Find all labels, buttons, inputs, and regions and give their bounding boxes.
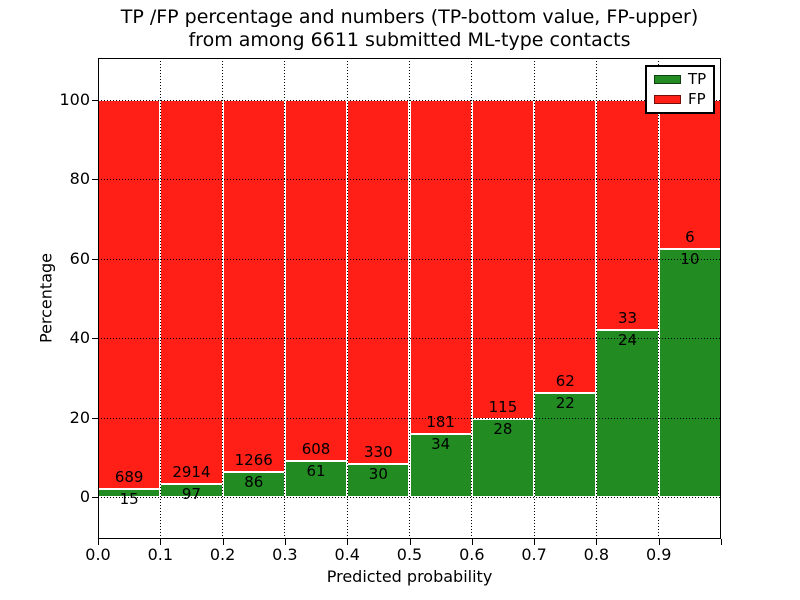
tp-bar-segment: [347, 463, 410, 497]
chart-title-line2: from among 6611 submitted ML-type contac…: [188, 29, 631, 51]
x-tick-label: 0.5: [396, 545, 423, 564]
x-tick-mark: [471, 539, 473, 545]
x-tick-label: 0.1: [147, 545, 174, 564]
fp-bar-segment: [658, 100, 721, 249]
tp-count-label: 10: [680, 249, 700, 268]
x-axis-label: Predicted probability: [326, 567, 493, 586]
tp-count-label: 28: [493, 420, 513, 439]
x-tick-mark: [721, 539, 722, 545]
fp-count-label: 330: [364, 442, 393, 461]
tp-count-label: 97: [181, 485, 201, 504]
fp-count-label: 2914: [172, 463, 211, 482]
tp-count-label: 24: [617, 330, 638, 349]
fp-count-label: 62: [555, 372, 575, 391]
tp-bar-segment: [284, 460, 348, 497]
fp-count-label: 115: [488, 398, 518, 417]
fp-bar-segment: [534, 100, 597, 394]
fp-count-label: 6: [685, 227, 695, 246]
legend-label: TP: [688, 70, 707, 88]
legend-swatch-fp: [654, 95, 681, 104]
vertical-gridline: [595, 58, 597, 539]
tp-count-label: 30: [368, 464, 388, 483]
vertical-gridline: [658, 58, 660, 539]
y-tick-mark: [92, 497, 98, 498]
fp-bar-segment: [98, 100, 161, 489]
y-tick-mark: [92, 179, 98, 181]
x-tick-mark: [222, 539, 224, 545]
y-tick-mark: [92, 258, 98, 260]
tp-count-label: 34: [431, 435, 451, 454]
x-tick-mark: [534, 539, 536, 545]
tp-count-label: 22: [555, 394, 575, 413]
horizontal-gridline: [98, 179, 721, 181]
y-tick-mark: [92, 338, 98, 340]
vertical-gridline: [409, 58, 410, 539]
x-tick-label: 0.0: [85, 545, 111, 564]
vertical-gridline: [284, 58, 286, 539]
legend-item-fp: FP: [654, 92, 706, 107]
y-tick-mark: [92, 100, 98, 101]
legend-label: FP: [688, 90, 706, 108]
y-tick-label: 0: [79, 487, 90, 506]
legend: TP FP: [645, 65, 715, 114]
x-tick-label: 0.2: [209, 545, 236, 564]
fp-count-label: 608: [301, 439, 331, 458]
y-tick-label: 40: [69, 328, 90, 348]
x-tick-mark: [160, 539, 162, 545]
horizontal-gridline: [98, 497, 721, 498]
horizontal-gridline: [98, 417, 721, 419]
vertical-gridline: [222, 58, 224, 539]
x-tick-label: 0.7: [521, 545, 547, 564]
legend-swatch-tp: [654, 75, 681, 84]
vertical-gridline: [159, 58, 161, 539]
y-tick-mark: [92, 417, 98, 419]
y-tick-label: 100: [59, 90, 90, 109]
y-tick-label: 20: [69, 407, 90, 427]
tp-count-label: 86: [244, 472, 264, 491]
horizontal-gridline: [98, 338, 721, 340]
x-tick-label: 0.9: [645, 545, 672, 564]
fp-bar-segment: [596, 100, 659, 330]
tp-bar-segment: [222, 471, 285, 497]
x-tick-mark: [98, 539, 99, 545]
x-tick-label: 0.6: [459, 545, 485, 564]
fp-count-label: 33: [617, 308, 638, 327]
x-tick-label: 0.8: [583, 545, 610, 564]
x-tick-label: 0.3: [272, 545, 298, 564]
x-tick-mark: [347, 539, 349, 545]
plot-area: 689 15 2914 97 1266 86 608 61 330 30 181 34 115 28 62 2…: [98, 58, 721, 539]
legend-item-tp: TP: [654, 72, 706, 87]
x-tick-mark: [284, 539, 286, 545]
fp-bar-segment: [347, 100, 410, 464]
chart-title: TP /FP percentage and numbers (TP-bottom…: [98, 6, 721, 52]
vertical-gridline: [471, 58, 473, 539]
fp-bar-segment: [160, 100, 223, 485]
tp-bar-segment: [160, 484, 223, 497]
vertical-gridline: [533, 58, 535, 539]
x-tick-mark: [596, 539, 598, 545]
tp-count-label: 15: [119, 489, 139, 508]
tp-bar-segment: [596, 329, 659, 497]
fp-count-label: 181: [426, 413, 455, 432]
x-tick-mark: [658, 539, 660, 545]
fp-bar-segment: [409, 100, 472, 435]
fp-count-label: 1266: [234, 450, 273, 469]
fp-bar-segment: [284, 100, 348, 461]
fp-bar-segment: [222, 100, 285, 472]
tp-bar-segment: [409, 434, 472, 497]
horizontal-gridline: [98, 258, 721, 260]
fp-count-label: 689: [114, 467, 144, 486]
tp-bar-segment: [658, 248, 721, 497]
x-tick-label: 0.4: [334, 545, 360, 564]
y-tick-label: 60: [69, 248, 90, 268]
tp-count-label: 61: [306, 461, 326, 480]
x-tick-mark: [409, 539, 411, 545]
horizontal-gridline: [98, 100, 721, 101]
chart-title-line1: TP /FP percentage and numbers (TP-bottom…: [120, 6, 699, 28]
tp-bar-segment: [471, 419, 535, 497]
vertical-gridline: [346, 58, 348, 539]
y-tick-label: 80: [69, 169, 90, 189]
tp-bar-segment: [534, 393, 597, 497]
